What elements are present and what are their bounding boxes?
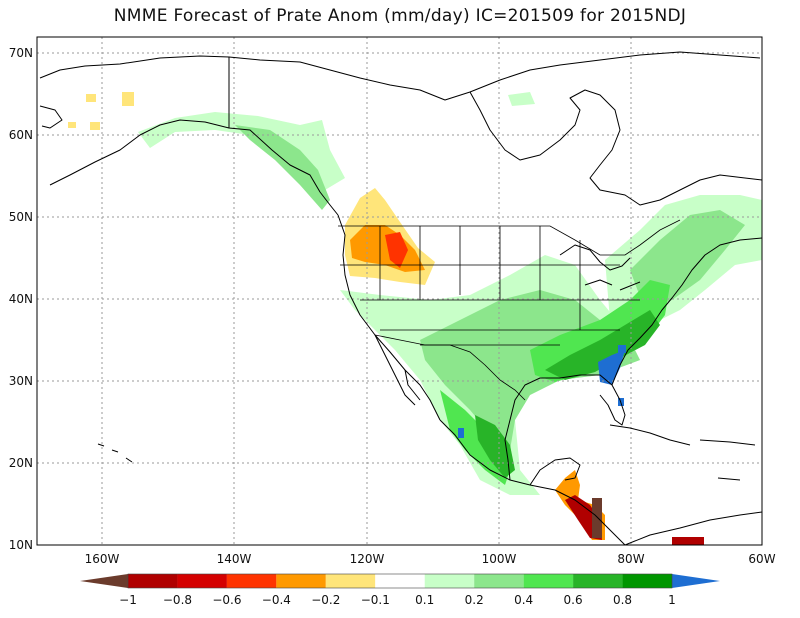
colorbar-box: [622, 574, 672, 588]
coastline-cuba: [609, 424, 691, 446]
plot-frame: [36, 36, 763, 546]
anomaly-region-alaska-dry-4: [68, 122, 76, 128]
coastline-baja: [374, 334, 421, 406]
anomaly-region-central-america-extreme: [592, 498, 602, 538]
gridlines: [37, 37, 762, 545]
colorbar-label: −0.1: [361, 593, 390, 607]
colorbar-label: −1: [119, 593, 137, 607]
chart-title: NMME Forecast of Prate Anom (mm/day) IC=…: [113, 6, 687, 26]
colorbar-label: 1: [668, 593, 676, 607]
lon-label-60w: 60W: [748, 552, 775, 566]
coastline-alaska: [39, 55, 339, 216]
colorbar-outline: [127, 573, 673, 589]
coastline-hudson-bay: [469, 89, 762, 206]
coastline-gulf: [504, 374, 626, 481]
lon-label-160w: 160W: [85, 552, 120, 566]
lon-label-80w: 80W: [617, 552, 644, 566]
colorbar-max-triangle: [672, 574, 720, 588]
anomaly-region-s-america: [672, 537, 704, 545]
coastline-n-canada: [228, 51, 761, 101]
lat-label-70n: 70N: [9, 46, 33, 60]
coastline-east-us: [611, 237, 762, 386]
coastlines: [39, 51, 762, 545]
colorbar: −1 −0.8 −0.6 −0.4 −0.2 −0.1 0.1 0.2 0.4 0.6 0.8 1: [80, 573, 720, 607]
colorbar-box: [375, 574, 425, 588]
border-us-mexico: [374, 334, 526, 401]
lon-label-120w: 120W: [350, 552, 385, 566]
coastline-yucatan: [529, 457, 581, 486]
anomaly-region-southeast: [530, 280, 670, 382]
colorbar-box: [573, 574, 623, 588]
colorbar-label: −0.4: [262, 593, 291, 607]
anomaly-region-pnw-mid: [350, 225, 425, 272]
coastline-s-america: [624, 511, 762, 545]
anomaly-region-n-canada: [508, 92, 535, 106]
colorbar-box: [177, 574, 227, 588]
colorbar-label: 0.4: [514, 593, 533, 607]
colorbar-min-triangle: [80, 574, 128, 588]
colorbar-box: [226, 574, 277, 588]
colorbar-box: [474, 574, 524, 588]
coastline-great-lakes: [559, 244, 641, 291]
colorbar-label: −0.8: [163, 593, 192, 607]
anomaly-region-alaska-dry-1: [86, 94, 96, 102]
colorbar-box: [325, 574, 376, 588]
colorbar-box: [424, 574, 475, 588]
lon-label-140w: 140W: [217, 552, 252, 566]
anomaly-region-alaska-coast: [138, 112, 345, 190]
lat-axis: 70N 60N 50N 40N 30N 20N 10N: [9, 46, 33, 552]
colorbar-label: −0.2: [311, 593, 340, 607]
anomaly-region-mexico-east: [475, 415, 515, 478]
anomaly-region-alaska-dry-2: [122, 92, 134, 106]
lat-label-10n: 10N: [9, 538, 33, 552]
colorbar-label: 0.2: [465, 593, 484, 607]
political-borders: [338, 219, 681, 401]
lat-label-30n: 30N: [9, 374, 33, 388]
lon-label-100w: 100W: [482, 552, 517, 566]
lat-label-60n: 60N: [9, 128, 33, 142]
anomaly-region-pnw-core: [385, 232, 408, 268]
lat-label-40n: 40N: [9, 292, 33, 306]
border-us-states: [340, 226, 640, 346]
anomaly-region-alaska-dry-3: [90, 122, 100, 130]
colorbar-box: [523, 574, 574, 588]
border-us-canada: [338, 219, 681, 256]
coastline-west-us: [337, 214, 441, 421]
colorbar-label: 0.1: [415, 593, 434, 607]
anomaly-region-bc-coast: [235, 125, 330, 210]
lat-label-50n: 50N: [9, 210, 33, 224]
coastline-caribbean: [699, 439, 756, 481]
anomaly-region-carolina-coast: [618, 345, 626, 353]
anomaly-fields: [68, 92, 762, 545]
anomaly-region-mexico-pacific: [458, 428, 464, 438]
colorbar-label: 0.6: [564, 593, 583, 607]
colorbar-label: 0.8: [613, 593, 632, 607]
colorbar-box: [128, 574, 178, 588]
colorbar-box: [276, 574, 326, 588]
coastline-hawaii: [97, 443, 133, 463]
lat-label-20n: 20N: [9, 456, 33, 470]
lon-axis: 160W 140W 120W 100W 80W 60W: [85, 552, 776, 566]
anomaly-region-florida-coast: [598, 350, 625, 385]
colorbar-label: −0.6: [212, 593, 241, 607]
